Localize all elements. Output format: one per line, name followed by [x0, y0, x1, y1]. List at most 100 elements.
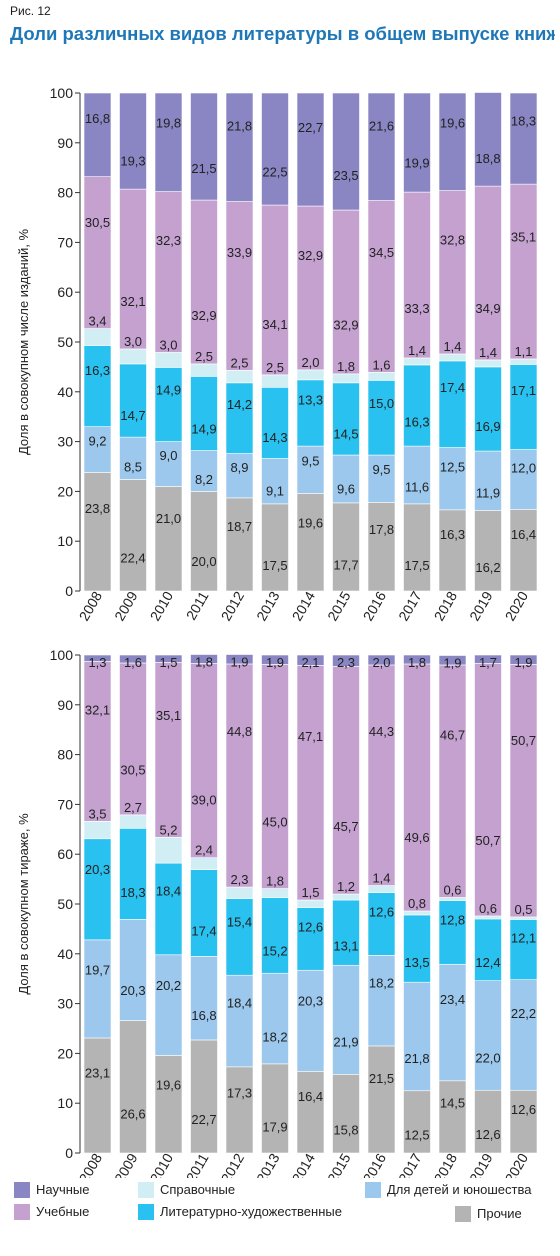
legend: Научные Справочные Для детей и юношества Уч… [0, 1178, 560, 1256]
legend-swatch [14, 1204, 30, 1220]
bar-segment [190, 491, 218, 592]
data-label: 2,5 [195, 349, 213, 364]
bar-segment [83, 176, 112, 329]
data-label: 9,1 [266, 483, 284, 498]
x-tick-label: 2009 [111, 588, 141, 623]
data-label: 16,9 [475, 419, 500, 434]
data-label: 12,6 [511, 1102, 536, 1117]
x-tick-label: 2016 [360, 1150, 390, 1178]
data-label: 1,6 [124, 655, 142, 670]
data-label: 14,7 [120, 408, 145, 423]
bar-segment [403, 364, 431, 447]
bar-segment [154, 92, 183, 192]
x-tick-label: 2010 [147, 1150, 177, 1178]
bar-segment [119, 92, 147, 190]
data-label: 12,6 [475, 1127, 500, 1142]
data-label: 16,2 [475, 560, 500, 575]
bar-segment [474, 185, 502, 361]
data-label: 16,8 [191, 1008, 216, 1023]
data-label: 23,5 [333, 168, 358, 183]
x-tick-label: 2014 [289, 588, 319, 623]
bar-segment [367, 1045, 396, 1154]
bar-segment [438, 92, 467, 191]
y-tick-label: 40 [57, 946, 73, 962]
x-tick-label: 2012 [218, 1150, 248, 1178]
data-label: 12,6 [369, 904, 394, 919]
bar-segment [367, 885, 396, 893]
bar-segment [509, 358, 538, 365]
bar-segment [83, 1037, 112, 1154]
bar-segment [509, 979, 538, 1091]
bar-segment [190, 955, 218, 1041]
y-axis-label: Доля в совокупном числе изданий, % [16, 229, 31, 455]
bar-segment [332, 666, 360, 895]
bar-segment [83, 654, 112, 662]
bar-segment [190, 199, 218, 365]
data-label: 2,1 [301, 655, 319, 670]
bar-segment [225, 497, 254, 592]
data-label: 32,1 [120, 294, 145, 309]
bar-segment [438, 664, 467, 898]
bar-segment [438, 900, 467, 965]
bar-segment [119, 188, 147, 350]
data-label: 17,4 [191, 923, 216, 938]
data-label: 14,2 [227, 397, 252, 412]
bar-segment [474, 450, 502, 511]
data-label: 17,3 [227, 1086, 252, 1101]
data-label: 34,1 [262, 317, 287, 332]
bar-segment [119, 919, 147, 1021]
data-label: 16,3 [404, 415, 429, 430]
data-label: 1,2 [337, 879, 355, 894]
bar-segment [474, 1089, 502, 1154]
bar-segment [509, 654, 538, 665]
bar-segment [509, 449, 538, 510]
chart-circulation: Доля в совокупном тираже, % 0 10 20 30 40 50 60… [16, 647, 538, 1178]
bar-segment [332, 373, 360, 384]
data-label: 17,5 [404, 558, 429, 573]
data-label: 22,4 [120, 551, 145, 566]
legend-swatch [14, 1182, 30, 1198]
data-label: 47,1 [298, 729, 323, 744]
bar-segment [261, 1063, 289, 1154]
legend-swatch [455, 1206, 471, 1222]
bar-segment [509, 919, 538, 980]
bar-segment [509, 92, 538, 185]
data-label: 12,5 [404, 1127, 429, 1142]
bar-segment [261, 972, 289, 1065]
bar-segment [403, 654, 431, 665]
bar-segment [261, 204, 289, 376]
data-label: 13,5 [404, 955, 429, 970]
data-label: 22,7 [298, 120, 323, 135]
x-tick-label: 2013 [253, 588, 283, 623]
data-label: 1,8 [266, 874, 284, 889]
bar-segment [261, 897, 289, 974]
bar-segment [261, 503, 289, 592]
bar-segment [83, 821, 112, 840]
data-label: 5,2 [159, 822, 177, 837]
bar-segment [154, 352, 183, 368]
bar-segment [83, 426, 112, 473]
data-label: 32,9 [191, 308, 216, 323]
x-tick-label: 2020 [502, 1150, 532, 1178]
bar-segment [83, 328, 112, 346]
data-label: 44,3 [369, 724, 394, 739]
data-label: 45,7 [333, 819, 358, 834]
x-tick-label: 2008 [76, 588, 106, 623]
bar-segment [474, 366, 502, 452]
bar-segment [296, 92, 325, 207]
data-label: 9,6 [337, 482, 355, 497]
data-label: 1,8 [337, 359, 355, 374]
bar-segment [225, 370, 254, 384]
data-label: 22,5 [262, 164, 287, 179]
bar-segment [403, 1090, 431, 1154]
bar-segment [296, 205, 325, 371]
data-label: 14,3 [262, 430, 287, 445]
bar-segment [474, 510, 502, 592]
bar-segment [438, 447, 467, 511]
bar-segment [474, 92, 502, 187]
legend-swatch [365, 1182, 381, 1198]
data-label: 1,9 [514, 655, 532, 670]
bar-segment [119, 828, 147, 920]
bar-segment [509, 183, 538, 360]
bar-segment [261, 888, 289, 898]
